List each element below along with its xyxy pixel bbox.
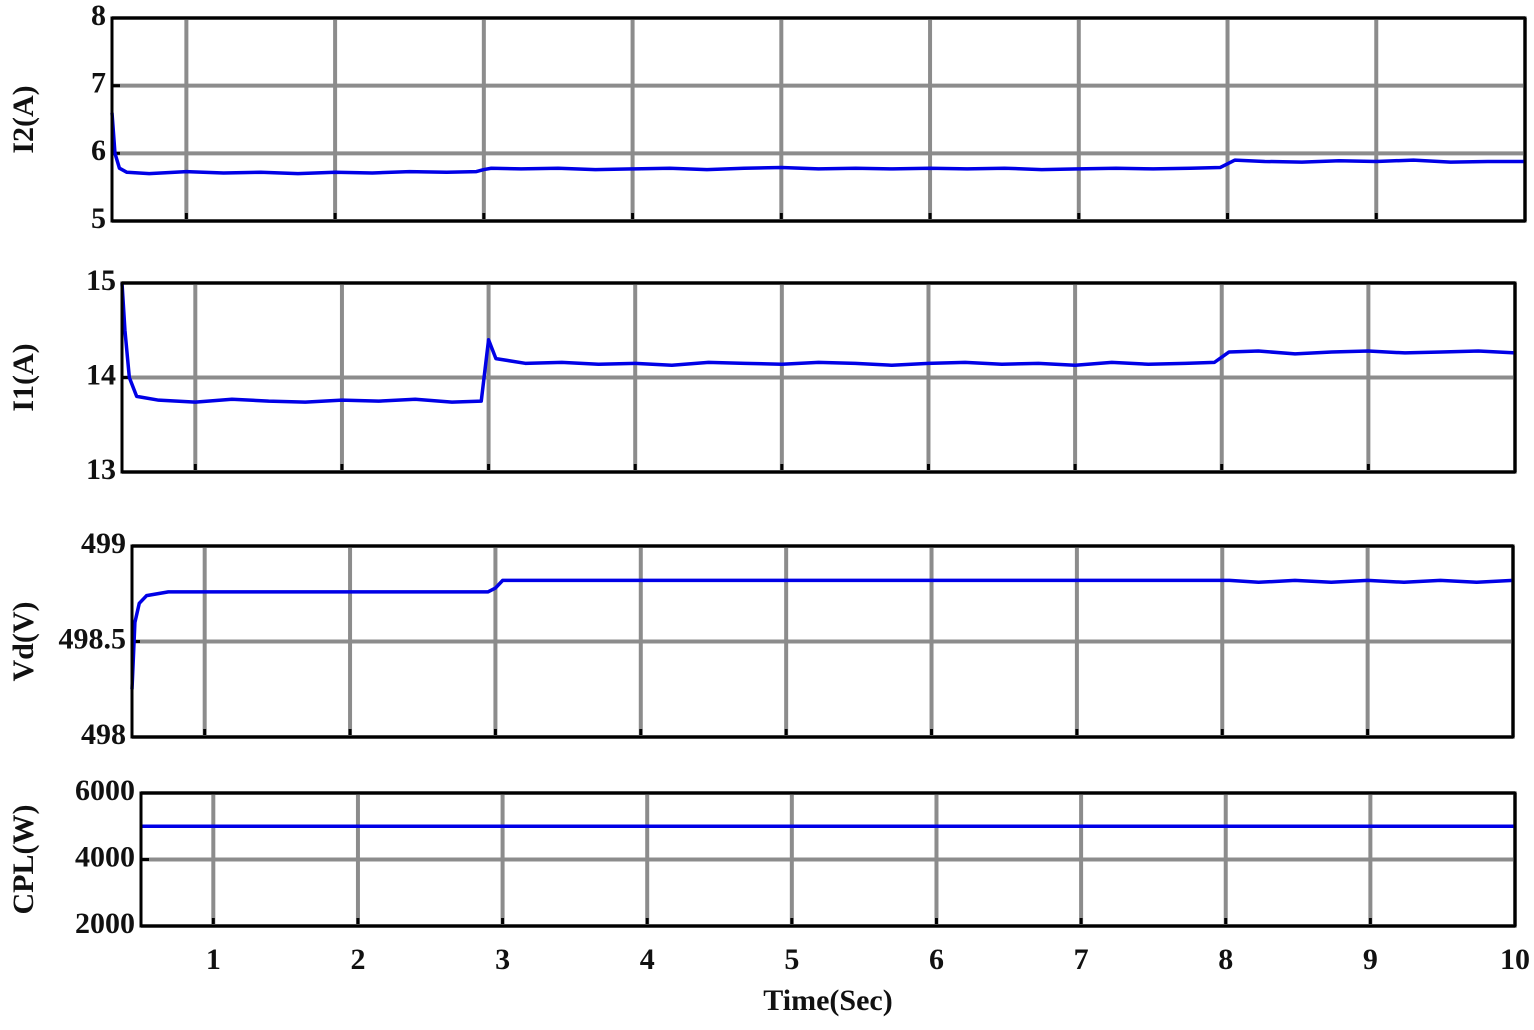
- x-tick-label: 1: [206, 943, 221, 976]
- x-tick-label: 5: [784, 943, 799, 976]
- y-tick-label: 15: [86, 264, 116, 297]
- y-axis-label: Vd(V): [7, 602, 40, 682]
- y-tick-label: 14: [86, 358, 116, 391]
- y-tick-label: 7: [91, 67, 106, 100]
- x-tick-label: 10: [1500, 943, 1530, 976]
- plot-frame: [120, 281, 1517, 474]
- x-tick-label: 9: [1363, 943, 1378, 976]
- x-tick-label: 2: [350, 943, 365, 976]
- data-line: [130, 578, 1514, 690]
- y-tick-label: 6: [91, 134, 106, 167]
- x-tick-label: 8: [1218, 943, 1233, 976]
- y-tick-label: 498: [81, 718, 126, 751]
- x-axis-label: Time(Sec): [763, 984, 892, 1017]
- y-tick-label: 499: [81, 527, 126, 560]
- y-axis-label: I2(A): [7, 85, 40, 153]
- y-tick-label: 5: [91, 202, 106, 235]
- x-tick-label: 4: [640, 943, 655, 976]
- y-tick-label: 13: [86, 453, 116, 486]
- y-axis-label: I1(A): [7, 343, 40, 411]
- plot-frame: [110, 16, 1527, 223]
- y-tick-label: 4000: [75, 840, 135, 873]
- y-tick-label: 2000: [75, 907, 135, 940]
- x-tick-label: 7: [1074, 943, 1089, 976]
- data-line: [120, 282, 1516, 404]
- plot-frame: [139, 791, 1517, 928]
- y-tick-label: 8: [91, 0, 106, 32]
- x-tick-label: 3: [495, 943, 510, 976]
- x-tick-label: 6: [929, 943, 944, 976]
- y-tick-label: 498.5: [59, 622, 127, 655]
- plot-frame: [130, 544, 1515, 739]
- data-line: [110, 112, 1525, 176]
- y-axis-label: CPL(W): [7, 805, 40, 915]
- y-tick-label: 6000: [75, 774, 135, 807]
